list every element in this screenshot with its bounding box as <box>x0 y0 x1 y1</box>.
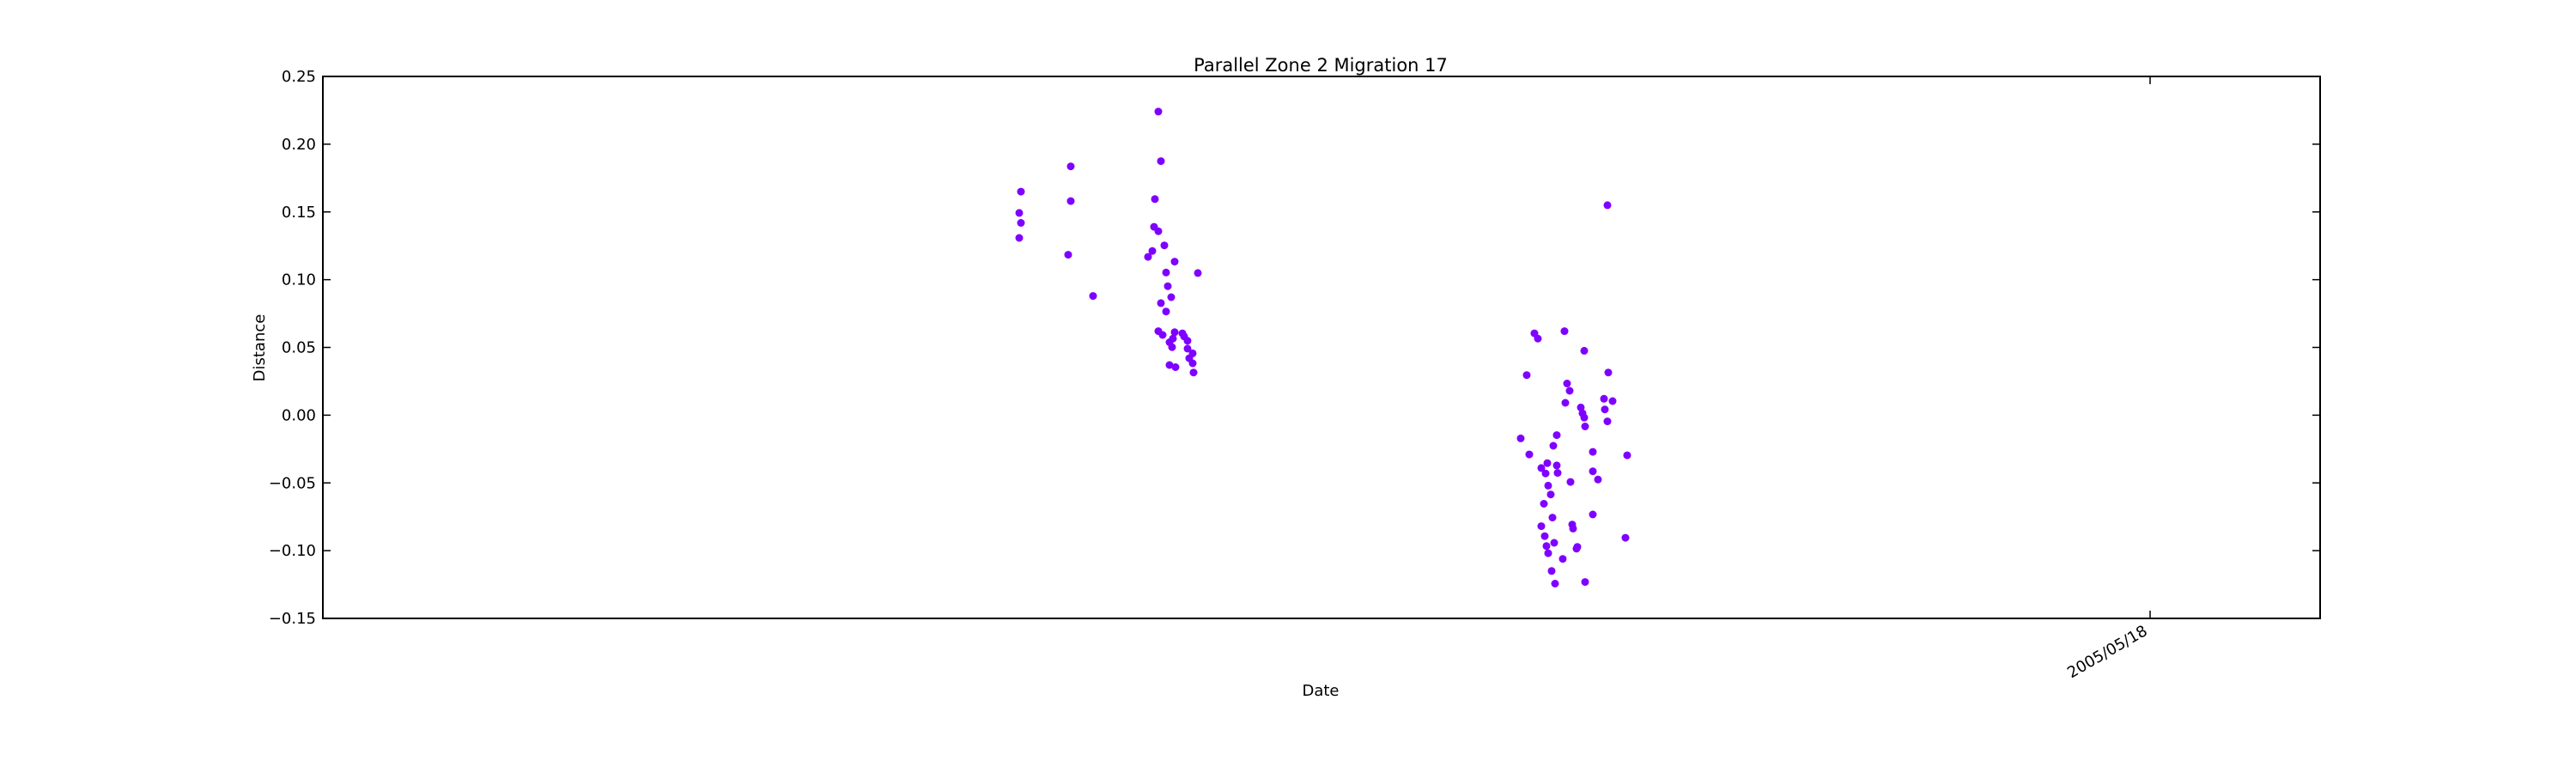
data-point <box>1015 209 1024 217</box>
data-point <box>1189 368 1198 377</box>
data-point <box>1581 578 1589 587</box>
data-point <box>1589 467 1597 476</box>
data-point <box>1537 464 1546 472</box>
data-point <box>1594 475 1602 484</box>
y-tick-label: 0.20 <box>282 136 316 154</box>
data-point <box>1162 268 1170 277</box>
data-point <box>1157 299 1165 307</box>
data-point <box>1548 514 1557 522</box>
y-tick-label: 0.10 <box>282 271 316 289</box>
data-point <box>1151 195 1159 204</box>
data-point <box>1165 361 1174 369</box>
data-point <box>1194 269 1202 277</box>
data-point <box>1167 293 1176 301</box>
data-point <box>1157 157 1165 166</box>
data-point <box>1516 434 1525 442</box>
data-point <box>1549 441 1558 450</box>
data-point <box>1017 187 1025 196</box>
data-point <box>1541 469 1550 478</box>
data-point <box>1569 524 1577 533</box>
data-point <box>1537 522 1546 531</box>
y-tick-label: 0.15 <box>282 204 316 222</box>
data-point <box>1546 490 1555 499</box>
data-point <box>1544 549 1552 557</box>
data-point <box>1601 405 1609 414</box>
y-tick-label: −0.05 <box>269 474 316 492</box>
data-points <box>1015 107 1631 587</box>
data-point <box>1168 343 1176 351</box>
data-point <box>1154 107 1163 116</box>
data-point <box>1603 417 1612 426</box>
data-point <box>1604 368 1613 377</box>
data-point <box>1577 403 1585 411</box>
data-point <box>1563 380 1571 387</box>
y-axis-ticks: 0.25 0.20 0.15 0.10 0.05 0.00 −0.05 −0.10 −0.15 <box>269 68 2320 628</box>
data-point <box>1162 307 1170 316</box>
data-point <box>1158 331 1167 339</box>
data-point <box>1171 363 1180 371</box>
data-point <box>1581 423 1589 430</box>
data-point <box>1560 327 1569 336</box>
data-point <box>1183 337 1192 345</box>
y-axis-title: Distance <box>251 314 269 382</box>
data-point <box>1547 567 1556 575</box>
data-point <box>1600 394 1608 403</box>
data-point <box>1623 451 1631 460</box>
data-point <box>1552 431 1561 440</box>
data-point <box>1561 399 1570 407</box>
plot-frame <box>322 76 2321 619</box>
y-tick-label: 0.00 <box>282 406 316 424</box>
data-point <box>1160 241 1169 250</box>
data-point <box>1542 542 1551 551</box>
x-tick-label: 2005/05/18 <box>2064 622 2150 682</box>
data-point <box>1089 292 1097 301</box>
data-point <box>1066 197 1075 205</box>
y-tick-label: −0.10 <box>269 542 316 560</box>
data-point <box>1580 346 1589 355</box>
data-point <box>1608 397 1617 405</box>
data-point <box>1558 555 1567 563</box>
data-point <box>1066 162 1075 171</box>
data-point <box>1144 253 1152 261</box>
data-point <box>1551 580 1559 587</box>
data-point <box>1589 510 1597 519</box>
data-point <box>1566 478 1575 486</box>
data-point <box>1589 447 1597 456</box>
data-point <box>1543 459 1552 467</box>
data-point <box>1170 258 1179 266</box>
data-point <box>1540 532 1549 540</box>
y-tick-label: −0.15 <box>269 610 316 628</box>
data-point <box>1017 219 1025 227</box>
data-point <box>1572 545 1581 553</box>
data-point <box>1522 371 1531 380</box>
data-point <box>1064 251 1072 259</box>
data-point <box>1188 359 1197 368</box>
data-point <box>1183 344 1192 353</box>
data-point <box>1552 461 1561 470</box>
y-tick-label: 0.25 <box>282 68 316 86</box>
data-point <box>1540 500 1548 508</box>
data-point <box>1580 413 1589 422</box>
data-point <box>1170 328 1179 337</box>
data-point <box>1621 533 1630 542</box>
x-axis-ticks: 2005/05/18 <box>2064 76 2151 682</box>
y-tick-label: 0.05 <box>282 339 316 357</box>
data-point <box>1603 201 1612 210</box>
data-point <box>1525 450 1534 459</box>
data-point <box>1544 481 1552 490</box>
data-point <box>1163 282 1172 290</box>
data-point <box>1534 334 1542 343</box>
data-point <box>1565 386 1574 395</box>
data-point <box>1148 247 1157 255</box>
x-axis-title: Date <box>1302 682 1339 700</box>
data-point <box>1015 234 1024 242</box>
data-point <box>1154 227 1163 235</box>
data-point <box>1550 539 1558 547</box>
data-point <box>1553 469 1562 478</box>
chart-title: Parallel Zone 2 Migration 17 <box>1194 55 1448 76</box>
